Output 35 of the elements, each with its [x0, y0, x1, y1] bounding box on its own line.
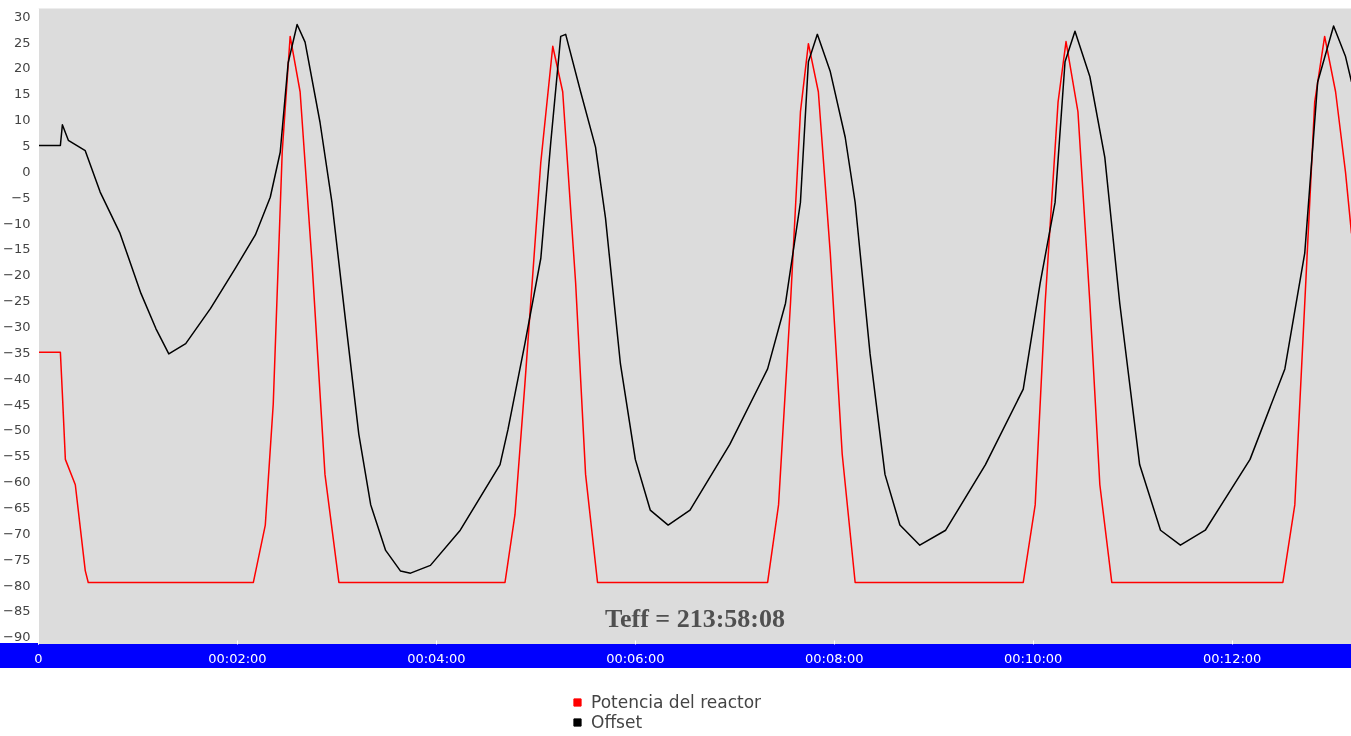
- y-tick-label: −40: [3, 370, 31, 386]
- legend-label: Offset: [591, 712, 643, 732]
- y-tick-label: 0: [22, 163, 31, 179]
- y-tick-label: −70: [3, 525, 31, 541]
- y-tick-label: −65: [3, 499, 31, 515]
- y-tick-label: −25: [3, 293, 31, 309]
- x-tick-label: 00:06:00: [606, 650, 665, 666]
- y-tick-label: −60: [3, 474, 31, 490]
- y-tick-label: 5: [22, 138, 31, 154]
- y-tick-label: −90: [3, 629, 31, 645]
- x-tick-label: 0: [34, 650, 43, 666]
- y-tick-label: −55: [3, 448, 31, 464]
- y-tick-label: −45: [3, 396, 31, 412]
- y-tick-label: 15: [13, 86, 31, 102]
- y-tick-label: −30: [3, 319, 31, 334]
- y-tick-label: 20: [13, 60, 31, 76]
- y-tick-label: −20: [3, 267, 31, 283]
- x-tick-label: 00:10:00: [1004, 650, 1063, 666]
- x-tick-label: 00:04:00: [407, 650, 466, 666]
- y-tick-label: 25: [13, 34, 31, 50]
- y-tick-label: −35: [3, 344, 31, 360]
- y-tick-label: −80: [3, 577, 31, 593]
- y-tick-label: −85: [3, 603, 31, 619]
- annotation: Teff = 213:58:08: [605, 603, 785, 633]
- y-tick-label: −5: [11, 189, 31, 205]
- y-tick-label: −75: [3, 551, 31, 567]
- y-tick-label: 10: [13, 112, 31, 128]
- legend-label: Potencia del reactor: [591, 692, 762, 712]
- y-tick-label: 30: [13, 8, 31, 24]
- x-tick-label: 00:08:00: [805, 650, 864, 666]
- x-tick-label: 00:02:00: [208, 650, 267, 666]
- y-tick-label: −10: [3, 215, 31, 231]
- x-tick-label: 00:12:00: [1202, 650, 1262, 666]
- y-tick-label: −50: [3, 422, 31, 438]
- y-tick-label: −15: [3, 241, 31, 257]
